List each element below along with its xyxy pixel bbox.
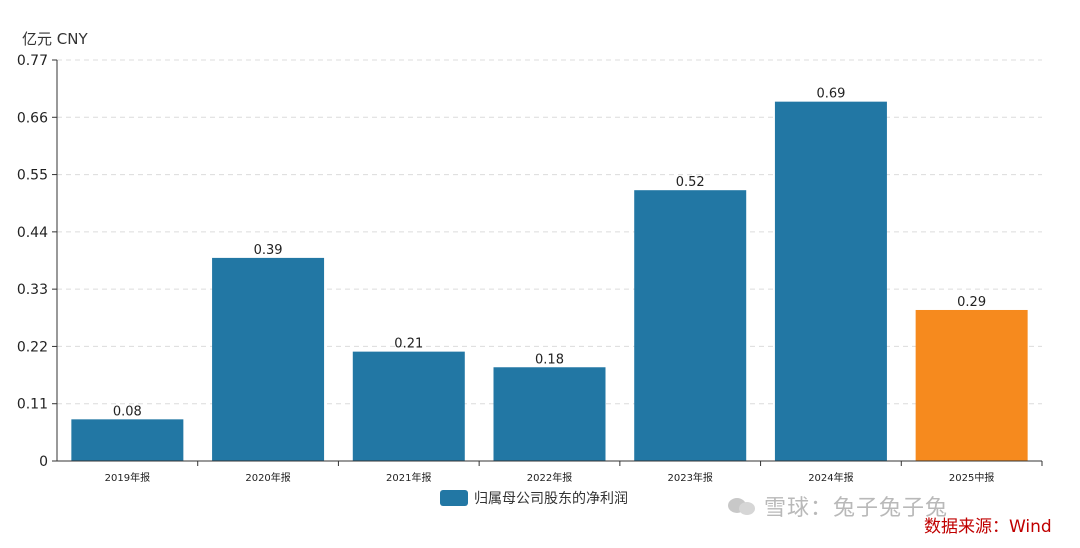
legend: 归属母公司股东的净利润 bbox=[440, 488, 628, 508]
data-labels: 0.08 0.39 0.21 0.18 0.52 0.69 0.29 bbox=[113, 87, 986, 420]
y-tick-label: 0.11 bbox=[17, 397, 48, 413]
y-tick-label: 0.44 bbox=[17, 225, 48, 241]
data-label: 0.08 bbox=[113, 404, 142, 419]
data-label: 0.69 bbox=[816, 87, 845, 102]
data-label: 0.29 bbox=[957, 295, 986, 310]
y-axis-unit-label: 亿元 CNY bbox=[22, 30, 88, 48]
data-source: 数据来源：Wind bbox=[924, 517, 1052, 537]
x-tick-label: 2025中报 bbox=[949, 471, 994, 484]
y-tick-label: 0.77 bbox=[17, 53, 48, 69]
y-axis-ticks: 0 0.11 0.22 0.33 0.44 0.55 0.66 0.77 bbox=[17, 53, 57, 470]
watermark-text: 雪球：兔子兔子兔 bbox=[764, 496, 949, 521]
data-label: 0.52 bbox=[676, 175, 705, 190]
data-label: 0.21 bbox=[394, 337, 423, 352]
watermark: 雪球：兔子兔子兔 bbox=[728, 490, 948, 522]
bar bbox=[774, 101, 887, 461]
bar bbox=[352, 351, 465, 461]
y-tick-label: 0.22 bbox=[17, 339, 48, 355]
x-tick-label: 2024年报 bbox=[808, 471, 853, 484]
bar bbox=[634, 190, 747, 461]
y-tick-label: 0.55 bbox=[17, 168, 48, 184]
x-tick-label: 2021年报 bbox=[386, 471, 431, 484]
bars bbox=[71, 101, 1028, 461]
bar bbox=[71, 419, 184, 461]
bar bbox=[212, 257, 325, 461]
x-axis-ticks: 2019年报 2020年报 2021年报 2022年报 2023年报 2024年报 2025… bbox=[105, 461, 1043, 484]
x-tick-label: 2023年报 bbox=[667, 471, 712, 484]
y-tick-label: 0.66 bbox=[17, 110, 48, 126]
data-label: 0.39 bbox=[254, 243, 283, 258]
x-tick-label: 2022年报 bbox=[527, 471, 572, 484]
legend-label: 归属母公司股东的净利润 bbox=[474, 491, 628, 507]
bar bbox=[915, 309, 1028, 461]
x-tick-label: 2020年报 bbox=[245, 471, 290, 484]
data-label: 0.18 bbox=[535, 352, 564, 367]
y-tick-label: 0 bbox=[39, 454, 48, 470]
x-tick-label: 2019年报 bbox=[105, 471, 150, 484]
bar bbox=[493, 367, 606, 461]
y-tick-label: 0.33 bbox=[17, 282, 48, 298]
legend-swatch bbox=[440, 490, 468, 506]
wechat-icon bbox=[728, 495, 758, 517]
